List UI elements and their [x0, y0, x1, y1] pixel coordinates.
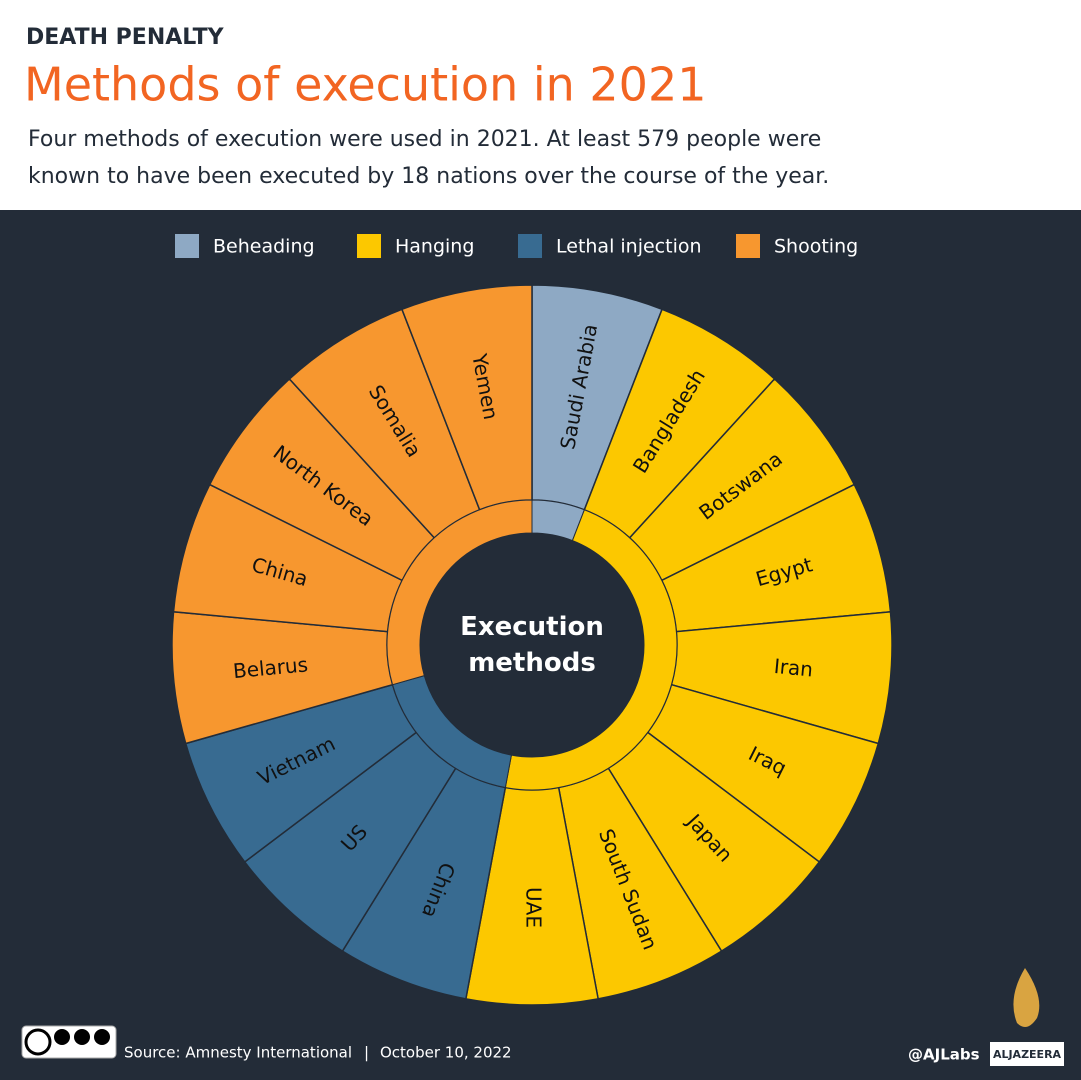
- source: Source: Amnesty International: [124, 1044, 352, 1062]
- subtitle: known to have been executed by 18 nation…: [28, 164, 829, 189]
- country-label: Iran: [773, 654, 814, 682]
- center-circle: [420, 533, 644, 757]
- legend-swatch: [357, 234, 381, 258]
- logo: ALJAZEERA: [993, 1048, 1062, 1061]
- legend-label: Hanging: [395, 236, 474, 258]
- center-label-line: Execution: [460, 612, 604, 642]
- legend-label: Shooting: [774, 236, 858, 258]
- logo-box: [990, 1042, 1064, 1066]
- center-label: Execution methods: [460, 612, 604, 678]
- separator: |: [364, 1044, 369, 1062]
- cc-badge: [21, 1025, 117, 1059]
- legend-swatch: [518, 234, 542, 258]
- center-label-line: methods: [468, 648, 596, 678]
- legend-swatch: [736, 234, 760, 258]
- logo-mark: [1013, 968, 1040, 1027]
- legend-label: Beheading: [213, 236, 315, 258]
- credit: @AJLabs: [908, 1046, 980, 1064]
- legend-swatch: [175, 234, 199, 258]
- subtitle: Four methods of execution were used in 2…: [28, 127, 821, 152]
- country-label: UAE: [522, 887, 546, 928]
- chart-title: Methods of execution in 2021: [24, 58, 706, 112]
- kicker: DEATH PENALTY: [26, 25, 225, 50]
- legend-label: Lethal injection: [556, 236, 702, 258]
- date: October 10, 2022: [380, 1044, 512, 1062]
